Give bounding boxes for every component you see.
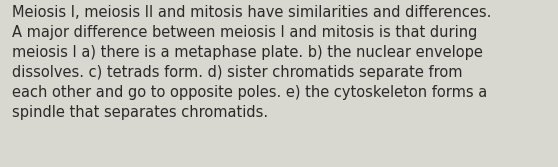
Text: Meiosis I, meiosis II and mitosis have similarities and differences.
A major dif: Meiosis I, meiosis II and mitosis have s…	[12, 5, 492, 120]
